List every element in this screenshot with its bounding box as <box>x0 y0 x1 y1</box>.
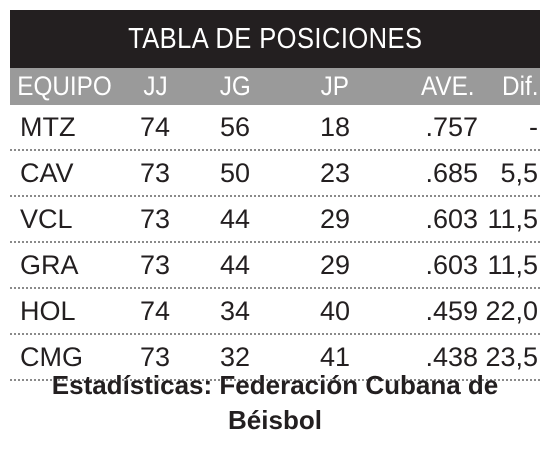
jp-cell: 40 <box>319 295 351 326</box>
table-row: HOL 74 34 40 .459 22,0 <box>10 289 540 335</box>
dif-cell: 23,5 <box>485 341 538 372</box>
jp-cell: 29 <box>319 203 351 234</box>
source-caption: Estadísticas: Federación Cubana de Béisb… <box>0 368 550 438</box>
ave-cell: .603 <box>425 203 478 234</box>
header-team-label: EQUIPO <box>17 71 112 101</box>
header-jg: JG <box>190 71 280 102</box>
table-title: TABLA DE POSICIONES <box>127 22 423 55</box>
table-row: GRA 73 44 29 .603 11,5 <box>10 243 540 289</box>
dif-cell: 11,5 <box>487 249 538 280</box>
header-team: EQUIPO <box>10 71 120 102</box>
header-jg-label: JG <box>219 71 251 101</box>
dif-cell: 5,5 <box>500 157 538 188</box>
jg-cell: 34 <box>219 295 251 326</box>
header-ave: AVE. <box>390 71 478 102</box>
jg-cell: 44 <box>219 203 251 234</box>
header-jj-label: JJ <box>142 71 168 101</box>
team-cell: HOL <box>20 295 76 326</box>
jj-cell: 73 <box>139 203 171 234</box>
standings-table: TABLA DE POSICIONES EQUIPO JJ JG JP AVE.… <box>10 10 540 381</box>
jj-cell: 73 <box>139 249 171 280</box>
ave-cell: .685 <box>425 157 478 188</box>
team-cell: CMG <box>20 341 83 372</box>
jg-cell: 56 <box>219 111 251 142</box>
table-title-bar: TABLA DE POSICIONES <box>10 10 540 68</box>
header-ave-label: AVE. <box>421 71 476 101</box>
team-cell: CAV <box>20 157 74 188</box>
jp-cell: 23 <box>319 157 351 188</box>
source-line-1: Estadísticas: Federación Cubana de <box>51 370 499 400</box>
jj-cell: 74 <box>139 111 171 142</box>
ave-cell: .603 <box>425 249 478 280</box>
jp-cell: 29 <box>319 249 351 280</box>
table-row: CMG 73 32 41 .438 23,5 <box>10 335 540 381</box>
jp-cell: 41 <box>319 341 351 372</box>
table-row: VCL 73 44 29 .603 11,5 <box>10 197 540 243</box>
table-row: CAV 73 50 23 .685 5,5 <box>10 151 540 197</box>
ave-cell: .757 <box>425 111 478 142</box>
jj-cell: 74 <box>139 295 171 326</box>
team-cell: GRA <box>20 249 79 280</box>
jg-cell: 50 <box>219 157 251 188</box>
jj-cell: 73 <box>139 341 171 372</box>
table-row: MTZ 74 56 18 .757 - <box>10 105 540 151</box>
jp-cell: 18 <box>319 111 351 142</box>
jg-cell: 32 <box>219 341 251 372</box>
dif-cell: 22,0 <box>485 295 538 326</box>
dif-cell: 11,5 <box>487 203 538 234</box>
header-dif: Dif. <box>478 71 540 102</box>
jj-cell: 73 <box>139 157 171 188</box>
team-cell: MTZ <box>20 111 76 142</box>
source-line-2: Béisbol <box>228 405 322 435</box>
header-dif-label: Dif. <box>501 71 538 101</box>
header-jp-label: JP <box>320 71 350 101</box>
team-cell: VCL <box>20 203 73 234</box>
table-header-row: EQUIPO JJ JG JP AVE. Dif. <box>10 68 540 105</box>
ave-cell: .459 <box>425 295 478 326</box>
jg-cell: 44 <box>219 249 251 280</box>
dif-cell: - <box>529 111 538 142</box>
ave-cell: .438 <box>425 341 478 372</box>
header-jj: JJ <box>120 71 190 102</box>
header-jp: JP <box>280 71 390 102</box>
